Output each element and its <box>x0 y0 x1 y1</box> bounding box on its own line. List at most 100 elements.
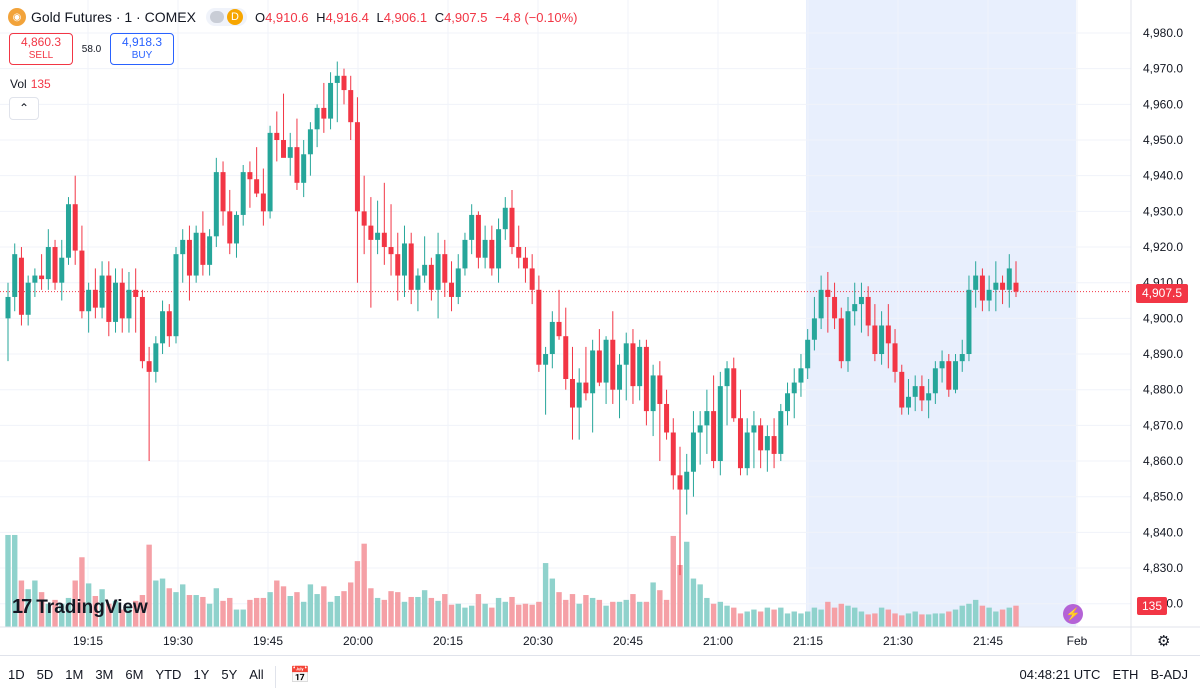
volume-bar <box>206 603 213 627</box>
buy-price: 4,918.3 <box>121 35 163 49</box>
volume-bar <box>838 603 844 627</box>
candle-body <box>993 282 999 290</box>
volume-bar <box>428 597 435 627</box>
candle-body <box>522 257 528 269</box>
settings-icon[interactable]: ⚙ <box>1157 633 1171 650</box>
candle-body <box>368 225 374 240</box>
volume-bar <box>650 582 656 627</box>
chevron-up-icon: ⌃ <box>18 101 30 115</box>
candle-body <box>583 382 589 394</box>
candle-body <box>72 204 78 251</box>
volume-bar <box>717 601 724 627</box>
volume-bar <box>159 578 166 627</box>
volume-legend[interactable]: Vol 135 <box>10 77 51 91</box>
sell-price: 4,860.3 <box>20 35 62 49</box>
volume-bar <box>522 603 529 627</box>
volume-bar <box>462 607 468 627</box>
time-tick-label: 20:00 <box>343 634 373 648</box>
volume-bar <box>710 603 717 627</box>
symbol-title[interactable]: Gold Futures · 1 · COMEX <box>31 9 196 25</box>
ohlc-values: O4,910.6 H4,916.4 L4,906.1 C4,907.5 −4.8… <box>255 10 582 25</box>
lightning-icon[interactable]: ⚡ <box>1063 604 1083 624</box>
price-tick-label: 4,930.0 <box>1143 204 1183 218</box>
goto-date-icon[interactable]: 📅 <box>290 667 310 684</box>
volume-bar <box>616 601 623 627</box>
sell-button[interactable]: 4,860.3 SELL <box>9 33 73 65</box>
range-5d[interactable]: 5D <box>36 667 54 682</box>
volume-bar <box>455 603 461 627</box>
volume-bar <box>166 588 172 627</box>
range-1m[interactable]: 1M <box>65 667 84 682</box>
candle-body <box>711 411 717 462</box>
candle-body <box>482 239 488 258</box>
candle-body <box>354 122 360 212</box>
tradingview-logo[interactable]: 17 TradingView <box>12 596 148 619</box>
volume-bar <box>132 600 139 627</box>
volume-bar <box>744 611 750 627</box>
time-tick-label: 19:15 <box>73 634 103 648</box>
high-value: 4,916.4 <box>325 9 369 25</box>
candle-body <box>408 243 414 290</box>
volume-bar <box>677 565 683 627</box>
volume-bar <box>421 590 428 627</box>
volume-bar <box>589 597 596 627</box>
volume-bar <box>415 596 421 627</box>
candle-body <box>791 382 797 394</box>
volume-bar <box>697 584 703 627</box>
range-all[interactable]: All <box>249 667 264 682</box>
volume-bar <box>704 597 710 627</box>
buy-button[interactable]: 4,918.3 BUY <box>110 33 174 65</box>
candle-body <box>106 275 112 322</box>
collapse-legend-button[interactable]: ⌃ <box>9 97 39 120</box>
bottom-toolbar: 1D 5D 1M 3M 6M YTD 1Y 5Y All 📅 04:48:21 … <box>0 655 1200 700</box>
volume-bar <box>563 599 569 627</box>
candle-body <box>166 311 172 337</box>
candle-body <box>502 207 508 230</box>
candle-body <box>133 289 139 297</box>
candle-body <box>449 282 455 297</box>
volume-bar <box>300 601 307 627</box>
candle-body <box>758 425 764 451</box>
candle-body <box>462 239 468 269</box>
candle-body <box>603 339 609 383</box>
candle-body <box>852 304 858 312</box>
candle-body <box>623 343 629 365</box>
price-tick-label: 4,940.0 <box>1143 169 1183 183</box>
open-value: 4,910.6 <box>265 9 309 25</box>
candle-body <box>361 211 367 226</box>
volume-bar <box>952 609 959 627</box>
volume-bar <box>32 580 38 627</box>
time-axis[interactable]: 19:15 19:30 19:45 20:00 20:15 20:30 20:45 21:00… <box>73 634 1088 648</box>
volume-bar <box>442 594 448 627</box>
candle-body <box>959 354 965 362</box>
session-toggle[interactable]: ETH <box>1112 667 1139 682</box>
volume-bar <box>85 583 92 627</box>
candle-body <box>549 321 555 355</box>
range-1y[interactable]: 1Y <box>193 667 210 682</box>
candle-body <box>321 107 327 119</box>
price-tick-label: 4,880.0 <box>1143 383 1183 397</box>
range-1d[interactable]: 1D <box>8 667 25 682</box>
range-3m[interactable]: 3M <box>95 667 114 682</box>
volume-bar <box>925 614 932 627</box>
close-label: C <box>434 9 445 25</box>
data-status-pill[interactable]: D <box>205 8 247 26</box>
candle-body <box>5 296 11 319</box>
time-tick-label: 21:00 <box>703 634 733 648</box>
range-5y[interactable]: 5Y <box>221 667 238 682</box>
candle-body <box>489 239 495 269</box>
candle-body <box>281 140 287 158</box>
adjustment-toggle[interactable]: B-ADJ <box>1150 667 1188 682</box>
range-6m[interactable]: 6M <box>125 667 144 682</box>
range-ytd[interactable]: YTD <box>155 667 182 682</box>
volume-bar <box>25 589 31 627</box>
volume-bar <box>468 605 475 627</box>
volume-bar <box>899 615 905 627</box>
volume-bar <box>45 603 52 627</box>
candle-body <box>314 107 320 130</box>
utc-clock[interactable]: 04:48:21 UTC <box>1019 667 1101 682</box>
delayed-data-badge: D <box>226 9 243 25</box>
price-axis[interactable]: 4,980.0 4,970.0 4,960.0 4,950.0 4,940.0 4,930… <box>1143 26 1183 611</box>
tradingview-mark-icon: 17 <box>12 596 32 618</box>
